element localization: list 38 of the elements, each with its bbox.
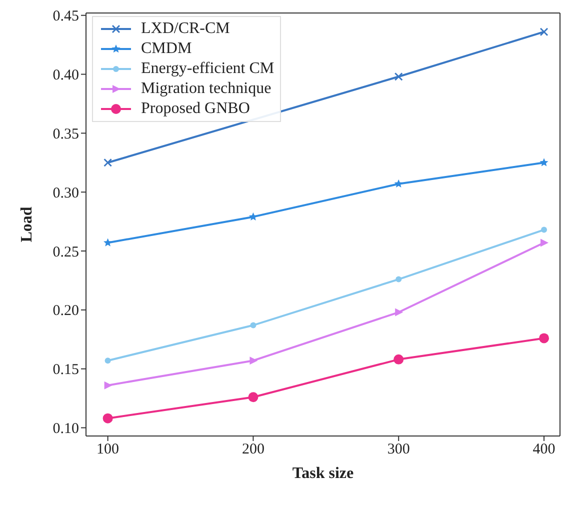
- legend-label: Migration technique: [141, 79, 272, 99]
- legend-label: Energy-efficient CM: [141, 59, 274, 79]
- y-axis-title: Load: [18, 206, 36, 242]
- x-tick-label: 300: [387, 442, 410, 458]
- point: [250, 356, 258, 365]
- y-tick-label: 0.15: [52, 362, 79, 378]
- point: [539, 333, 550, 344]
- point: [394, 72, 403, 81]
- y-tick-label: 0.10: [52, 421, 79, 438]
- point: [104, 381, 112, 390]
- point: [250, 322, 256, 328]
- point: [541, 226, 548, 233]
- point: [540, 28, 548, 36]
- x-tick-label: 400: [532, 442, 556, 458]
- legend-label: Proposed GNBO: [141, 99, 250, 119]
- point: [396, 276, 402, 282]
- y-tick-label: 0.20: [52, 303, 79, 320]
- point: [540, 238, 549, 247]
- point: [394, 179, 403, 188]
- point: [248, 212, 258, 220]
- y-tick-label: 0.45: [52, 8, 79, 25]
- y-tick-label: 0.40: [52, 68, 79, 84]
- point: [104, 358, 111, 364]
- point: [104, 158, 112, 167]
- point: [394, 354, 404, 364]
- y-tick-label: 0.25: [52, 244, 79, 260]
- point: [395, 308, 404, 316]
- point: [540, 158, 548, 166]
- point: [248, 392, 258, 402]
- x-tick-label: 200: [242, 442, 264, 458]
- point: [104, 238, 112, 246]
- legend-label: LXD/CR-CM: [141, 19, 230, 39]
- y-tick-label: 0.30: [52, 185, 79, 202]
- legend-label: CMDM: [141, 39, 192, 59]
- x-axis-title: Task size: [292, 465, 354, 482]
- y-tick-label: 0.35: [52, 126, 79, 143]
- x-tick-label: 100: [96, 442, 120, 458]
- point: [102, 413, 113, 424]
